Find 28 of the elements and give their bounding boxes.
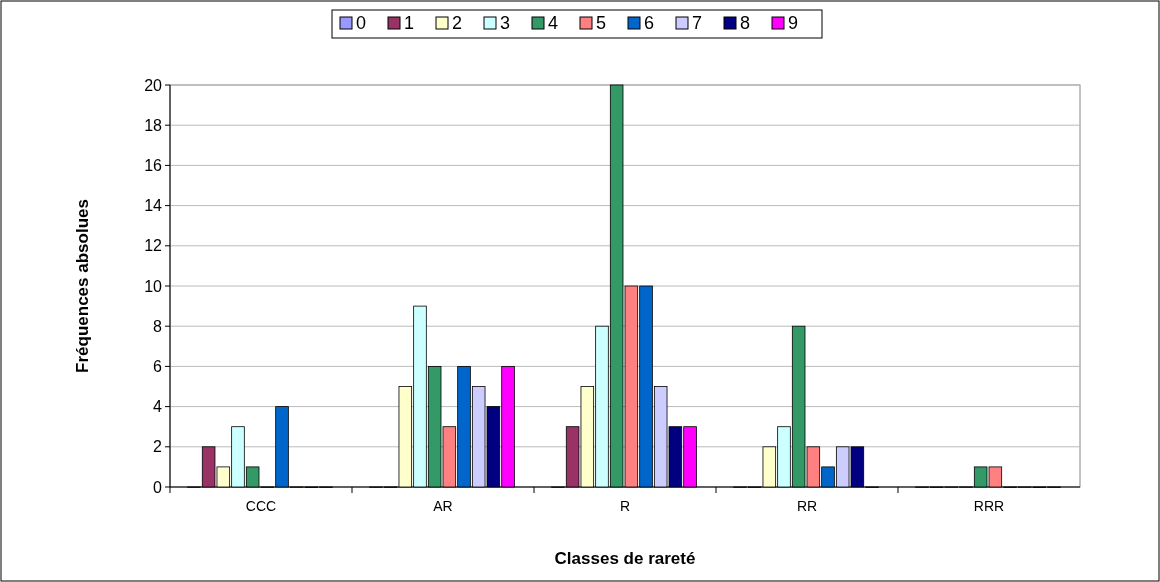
y-tick-label: 6	[153, 358, 163, 375]
x-tick-label: RRR	[973, 498, 1005, 514]
y-tick-label: 16	[144, 157, 163, 174]
legend-label: 7	[692, 13, 703, 34]
y-tick-label: 2	[153, 438, 163, 456]
y-tick-label: 14	[144, 197, 163, 215]
legend-label: 1	[404, 13, 415, 34]
x-tick-label: R	[619, 498, 631, 514]
legend-label: 0	[356, 13, 367, 34]
y-tick-label: 12	[144, 237, 163, 255]
y-tick-label: 20	[144, 76, 163, 94]
legend-label: 3	[500, 13, 511, 34]
legend-label: 8	[740, 13, 751, 34]
legend-label: 2	[452, 13, 463, 34]
legend-label: 5	[596, 13, 607, 34]
x-axis-title: Classes de rareté	[554, 549, 696, 568]
y-tick-label: 18	[144, 116, 163, 134]
legend-label: 6	[644, 13, 655, 34]
x-tick-label: RR	[796, 498, 818, 514]
y-tick-label: 10	[144, 277, 163, 295]
y-tick-label: 4	[153, 398, 163, 416]
x-tick-label: CCC	[245, 498, 277, 514]
legend-label: 4	[548, 13, 559, 34]
x-tick-label: AR	[433, 498, 453, 514]
y-tick-label: 8	[153, 317, 163, 335]
y-axis-title: Fréquences absolues	[73, 199, 92, 373]
y-tick-label: 0	[153, 478, 163, 496]
legend-label: 9	[788, 13, 799, 34]
